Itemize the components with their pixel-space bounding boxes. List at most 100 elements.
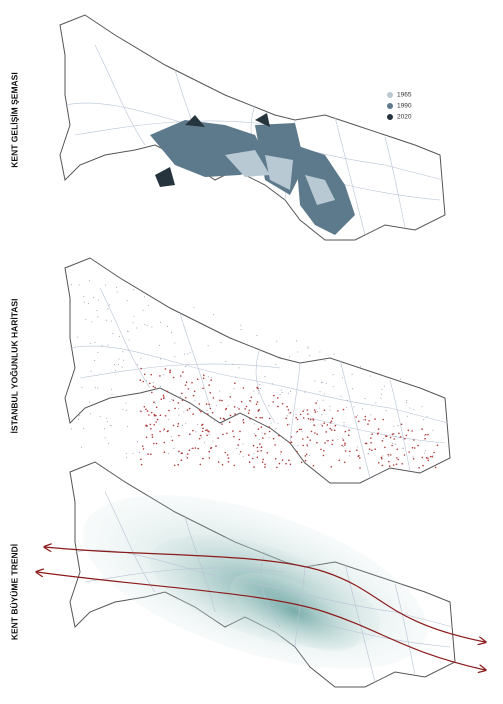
density-dot (217, 437, 219, 439)
density-dot (192, 413, 194, 415)
density-dot (356, 449, 358, 451)
density-dot (417, 444, 419, 447)
density-dot (309, 418, 312, 421)
density-dot (238, 438, 241, 441)
density-dot (380, 456, 383, 459)
density-dot (301, 431, 303, 433)
density-dot (208, 430, 210, 433)
density-dot (182, 371, 184, 373)
density-dot (333, 429, 336, 432)
density-dot (107, 344, 109, 346)
density-dot (198, 409, 201, 411)
density-dot (323, 450, 325, 452)
density-dot (78, 284, 80, 286)
density-dot (296, 340, 298, 342)
density-dot (405, 434, 408, 437)
density-dot (233, 388, 235, 390)
density-dot (262, 458, 264, 461)
density-dot (144, 296, 146, 298)
density-dot (171, 399, 173, 401)
density-dot (252, 444, 255, 447)
density-dot (96, 310, 98, 312)
density-dot (285, 417, 287, 420)
density-dot (132, 453, 134, 454)
map-outline (59, 14, 446, 241)
density-dot (275, 428, 277, 430)
density-dot (177, 451, 179, 453)
density-dot (147, 425, 148, 427)
density-dot (388, 465, 391, 467)
density-dot (264, 463, 266, 466)
density-dot (320, 448, 322, 451)
density-dot (234, 382, 236, 384)
density-dot (381, 440, 384, 442)
density-dot (253, 453, 255, 455)
density-dot (213, 314, 214, 316)
density-dot (329, 409, 331, 411)
density-dot (429, 455, 432, 458)
density-dot (436, 444, 439, 446)
density-dot (247, 412, 250, 414)
density-dot (91, 321, 93, 323)
density-dot (406, 400, 408, 402)
density-dot (348, 434, 350, 436)
density-dot (201, 430, 204, 433)
density-dot (330, 466, 333, 468)
density-dot (256, 456, 259, 459)
density-dot (276, 466, 278, 469)
density-dot (281, 459, 284, 461)
density-dot (150, 411, 153, 414)
density-dot (114, 369, 116, 371)
density-dot (173, 464, 176, 467)
density-dot (259, 383, 261, 385)
density-dot (202, 387, 204, 390)
density-dot (351, 373, 353, 375)
density-dot (97, 316, 99, 318)
density-dot (78, 418, 79, 420)
density-dot (296, 450, 298, 453)
density-dot (136, 327, 138, 329)
density-dot (89, 401, 90, 403)
density-dot (342, 439, 345, 441)
density-dot (196, 378, 199, 381)
density-dot (421, 456, 424, 459)
density-dot (193, 390, 196, 393)
density-dot (355, 416, 357, 418)
density-dot (127, 425, 129, 427)
density-dot (191, 381, 193, 384)
density-dot (426, 416, 428, 418)
density-dot (208, 403, 210, 406)
density-dot (200, 410, 202, 413)
density-dot (396, 448, 399, 451)
density-dot (296, 418, 299, 421)
density-dot (411, 446, 414, 449)
density-dot (259, 443, 261, 445)
density-dot (327, 440, 329, 442)
density-dot (371, 449, 373, 452)
density-dot (401, 463, 404, 465)
density-dot (314, 432, 316, 434)
density-dot (233, 464, 235, 467)
density-dot (99, 416, 101, 418)
density-dot (421, 428, 423, 430)
density-dot (348, 429, 350, 431)
density-dot (217, 461, 220, 463)
urban-areas (150, 113, 355, 235)
density-dot (313, 424, 315, 426)
density-dot (111, 388, 113, 390)
density-dot (155, 421, 157, 423)
density-dot (224, 451, 227, 454)
density-dot (385, 435, 388, 438)
density-dot (180, 392, 182, 394)
density-dot (109, 304, 111, 306)
density-dot (198, 403, 201, 405)
density-dot (320, 423, 322, 425)
density-dot (319, 391, 321, 393)
density-dot (221, 399, 223, 402)
density-dot (317, 400, 319, 402)
density-dot (235, 376, 237, 378)
density-dot (178, 408, 179, 410)
legend-swatch (387, 103, 393, 109)
density-dot (295, 417, 297, 419)
